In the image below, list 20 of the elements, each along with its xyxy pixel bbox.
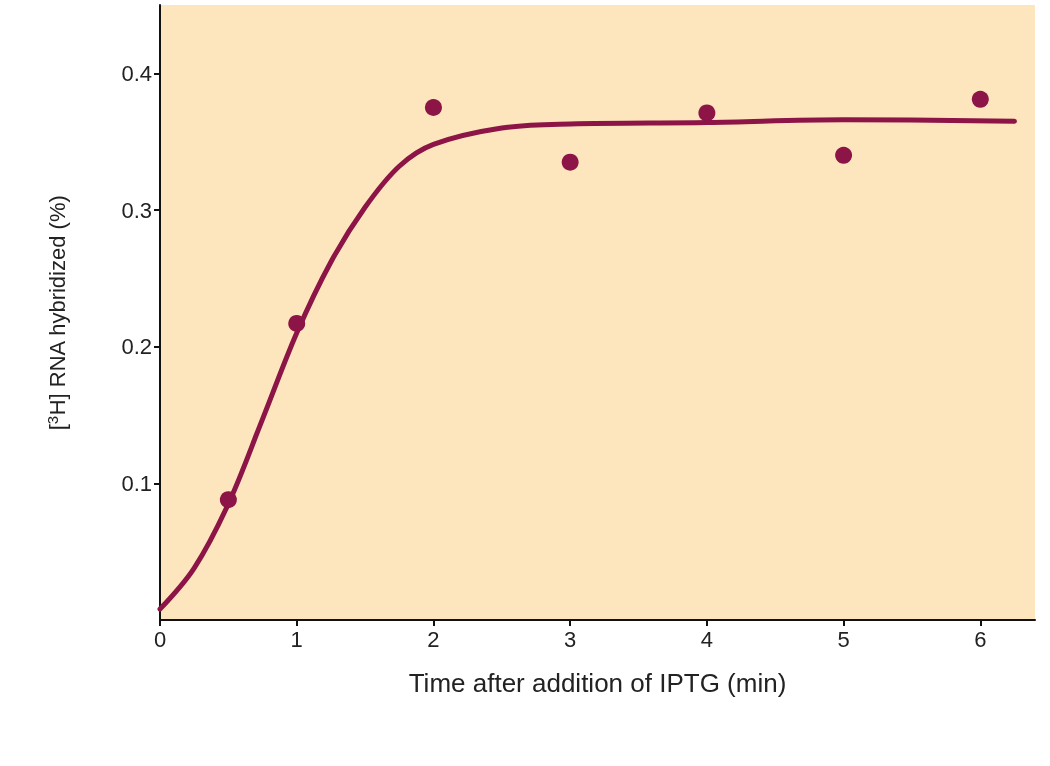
x-tick-label: 4: [700, 626, 713, 652]
y-tick-label: 0.1: [121, 470, 152, 496]
point: [424, 99, 442, 116]
y-tick-label: 0.3: [121, 197, 152, 223]
x-tick-label: 1: [290, 626, 303, 652]
y-tick-label: 0.2: [121, 334, 152, 360]
x-tick-label: 6: [974, 626, 987, 652]
point: [698, 104, 716, 122]
point: [561, 153, 579, 171]
point: [835, 146, 853, 164]
point: [219, 491, 237, 509]
x-axis-title: Time after addition of IPTG (min): [408, 668, 787, 698]
x-tick-label: 2: [427, 626, 440, 652]
x-tick-label: 3: [564, 626, 577, 652]
y-axis-title: [3H] RNA hybridized (%): [44, 195, 70, 431]
y-tick-label: 0.4: [121, 60, 152, 86]
point: [971, 90, 989, 108]
x-tick-label: 0: [153, 626, 167, 652]
point: [288, 314, 306, 332]
x-tick-label: 5: [837, 626, 850, 652]
